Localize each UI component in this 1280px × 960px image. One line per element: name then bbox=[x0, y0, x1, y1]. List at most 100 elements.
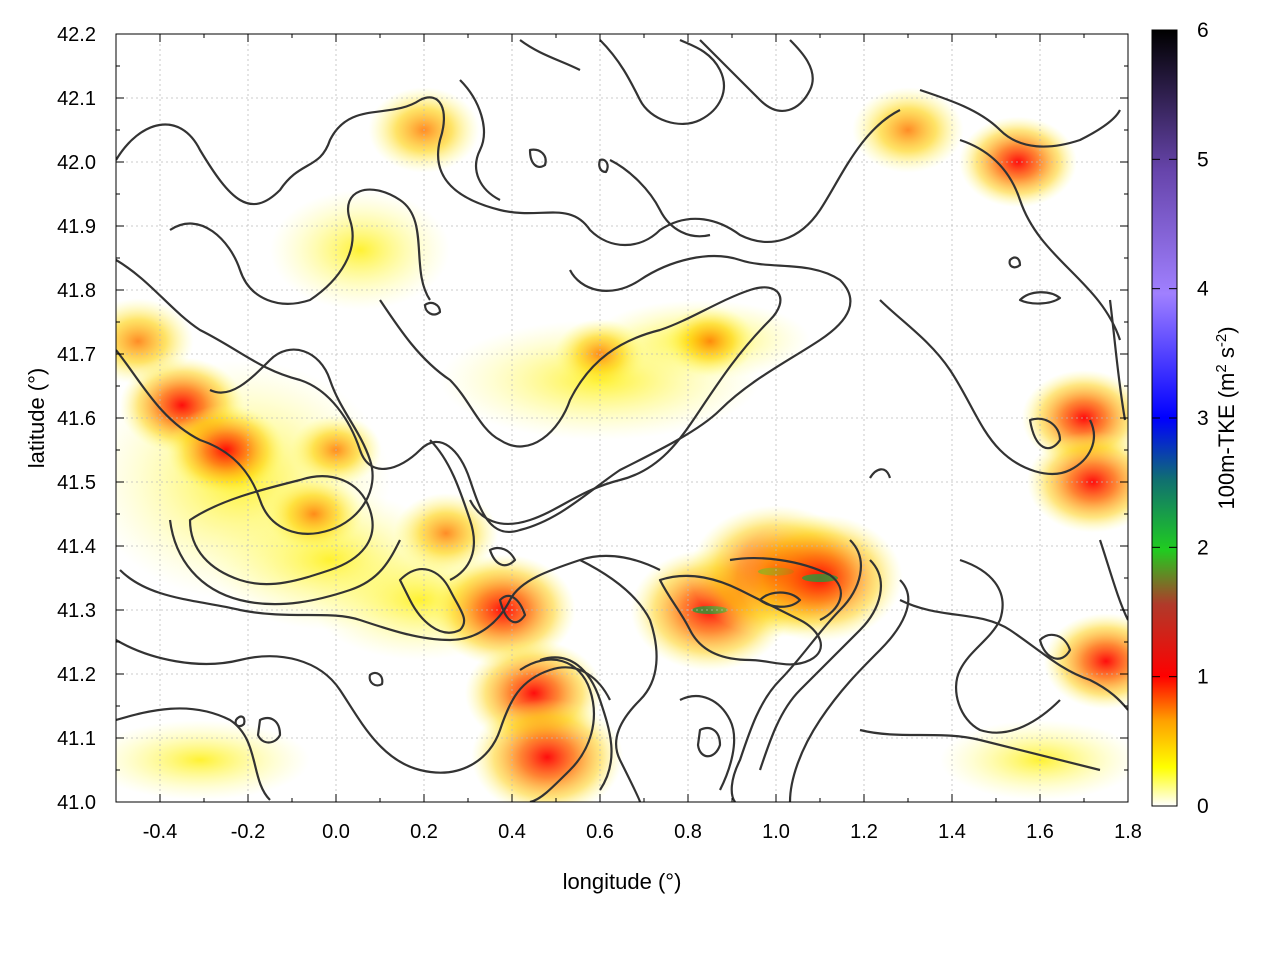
x-tick-label: 0.4 bbox=[498, 821, 526, 843]
heat-wash bbox=[116, 720, 310, 800]
tke-hotspot-15 bbox=[852, 87, 964, 173]
y-tick-label: 42.2 bbox=[57, 24, 96, 46]
terrain-contours bbox=[116, 39, 1128, 802]
colorbar: 0 1 2 3 4 5 6 100m-TKE (m2 s-2) bbox=[1151, 19, 1239, 818]
contour-line bbox=[528, 148, 547, 168]
colorbar-tick-label: 5 bbox=[1197, 148, 1209, 171]
y-tick-label: 41.6 bbox=[57, 408, 96, 430]
contour-line bbox=[116, 254, 852, 533]
contour-line bbox=[788, 579, 910, 802]
colorbar-tick-label: 1 bbox=[1197, 666, 1209, 689]
y-tick-label: 41.9 bbox=[57, 216, 96, 238]
contour-line bbox=[256, 717, 282, 744]
grid-lines bbox=[116, 34, 1128, 802]
contour-line bbox=[859, 728, 1101, 772]
contour-line bbox=[429, 439, 475, 581]
y-tick-label: 41.3 bbox=[57, 600, 96, 622]
x-tick-label: 1.0 bbox=[762, 821, 790, 843]
contour-line bbox=[519, 658, 595, 802]
tke-hotspot-2 bbox=[116, 298, 194, 384]
contour-line bbox=[730, 539, 862, 802]
contour-line bbox=[368, 671, 384, 687]
colorbar-tick-label: 6 bbox=[1197, 19, 1209, 42]
tke-hotspot-3 bbox=[265, 476, 363, 552]
contour-line bbox=[1018, 291, 1062, 305]
colorbar-tick-label: 4 bbox=[1197, 278, 1209, 301]
contour-line bbox=[1028, 417, 1062, 450]
x-tick-label: -0.4 bbox=[143, 821, 177, 843]
tke-hotspot-17 bbox=[1043, 613, 1128, 710]
x-axis-title: longitude (°) bbox=[563, 869, 682, 894]
contour-line bbox=[116, 639, 611, 774]
tke-hotspot-8 bbox=[471, 698, 624, 802]
colorbar-ticks: 0 1 2 3 4 5 6 bbox=[1152, 19, 1209, 818]
contour-line bbox=[758, 591, 802, 608]
contour-line bbox=[729, 557, 842, 621]
contour-line bbox=[879, 299, 1095, 475]
contour-line bbox=[119, 554, 661, 642]
y-tick-label: 41.0 bbox=[57, 792, 96, 814]
contour-line bbox=[599, 39, 725, 125]
contour-line bbox=[188, 475, 374, 586]
contour-line bbox=[398, 568, 466, 634]
contour-line bbox=[539, 656, 613, 791]
y-tick-label: 41.8 bbox=[57, 280, 96, 302]
contour-line bbox=[234, 715, 246, 728]
x-tick-label: 0.0 bbox=[322, 821, 350, 843]
contour-line bbox=[116, 348, 374, 535]
contour-line bbox=[696, 727, 722, 758]
contour-line bbox=[1008, 256, 1022, 269]
contour-line bbox=[116, 707, 271, 801]
y-tick-label: 42.0 bbox=[57, 152, 96, 174]
x-tick-label: 0.2 bbox=[410, 821, 438, 843]
contour-line bbox=[658, 574, 822, 666]
y-tick-label: 41.4 bbox=[57, 536, 96, 558]
y-tick-label: 41.2 bbox=[57, 664, 96, 686]
contour-line bbox=[1098, 539, 1128, 621]
contour-line bbox=[519, 39, 581, 71]
contour-line bbox=[498, 594, 527, 624]
tke-hotspot-19 bbox=[664, 306, 756, 377]
y-tick-label: 41.7 bbox=[57, 344, 96, 366]
colorbar-tick-label: 0 bbox=[1197, 795, 1209, 818]
x-tick-label: -0.2 bbox=[231, 821, 265, 843]
x-tick-label: 1.8 bbox=[1114, 821, 1142, 843]
contour-line bbox=[598, 158, 609, 174]
contour-line bbox=[379, 286, 782, 525]
y-tick-label: 42.1 bbox=[57, 88, 96, 110]
y-axis: 41.0 41.1 41.2 41.3 41.4 41.5 41.6 41.7 41.8 41.9… bbox=[57, 24, 1128, 814]
contour-line bbox=[579, 559, 658, 802]
contour-line bbox=[609, 159, 711, 238]
colorbar-tick-label: 2 bbox=[1197, 536, 1209, 559]
tke-hotspot-1 bbox=[166, 404, 286, 496]
x-tick-label: 0.8 bbox=[674, 821, 702, 843]
x-tick-label: 0.6 bbox=[586, 821, 614, 843]
y-tick-label: 41.5 bbox=[57, 472, 96, 494]
tke-peak-11 bbox=[802, 574, 838, 582]
contour-line bbox=[959, 138, 1122, 341]
y-axis-title: latitude (°) bbox=[24, 368, 49, 469]
contour-line bbox=[488, 546, 517, 567]
contour-line bbox=[169, 188, 431, 305]
heat-wash bbox=[940, 720, 1128, 800]
contour-line bbox=[168, 519, 401, 606]
x-tick-label: 1.2 bbox=[850, 821, 878, 843]
contour-line bbox=[955, 558, 1061, 734]
contour-line bbox=[758, 559, 882, 771]
contour-line bbox=[869, 468, 892, 479]
y-tick-label: 41.1 bbox=[57, 728, 96, 750]
heat-wash bbox=[270, 190, 450, 310]
contour-line bbox=[919, 88, 1121, 148]
colorbar-title: 100m-TKE (m2 s-2) bbox=[1213, 326, 1239, 509]
x-axis: -0.4 -0.2 0.0 0.2 0.4 0.6 0.8 1.0 1.2 1.4 1.6 1.8 bbox=[115, 34, 1142, 843]
x-tick-label: 1.4 bbox=[938, 821, 966, 843]
x-tick-label: 1.6 bbox=[1026, 821, 1054, 843]
contour-line bbox=[699, 39, 814, 112]
contour-line bbox=[459, 79, 501, 201]
contour-line bbox=[116, 96, 901, 247]
contour-line bbox=[679, 695, 736, 791]
contour-line bbox=[423, 301, 442, 316]
contour-line bbox=[1038, 633, 1072, 660]
contour-line bbox=[1108, 299, 1127, 421]
